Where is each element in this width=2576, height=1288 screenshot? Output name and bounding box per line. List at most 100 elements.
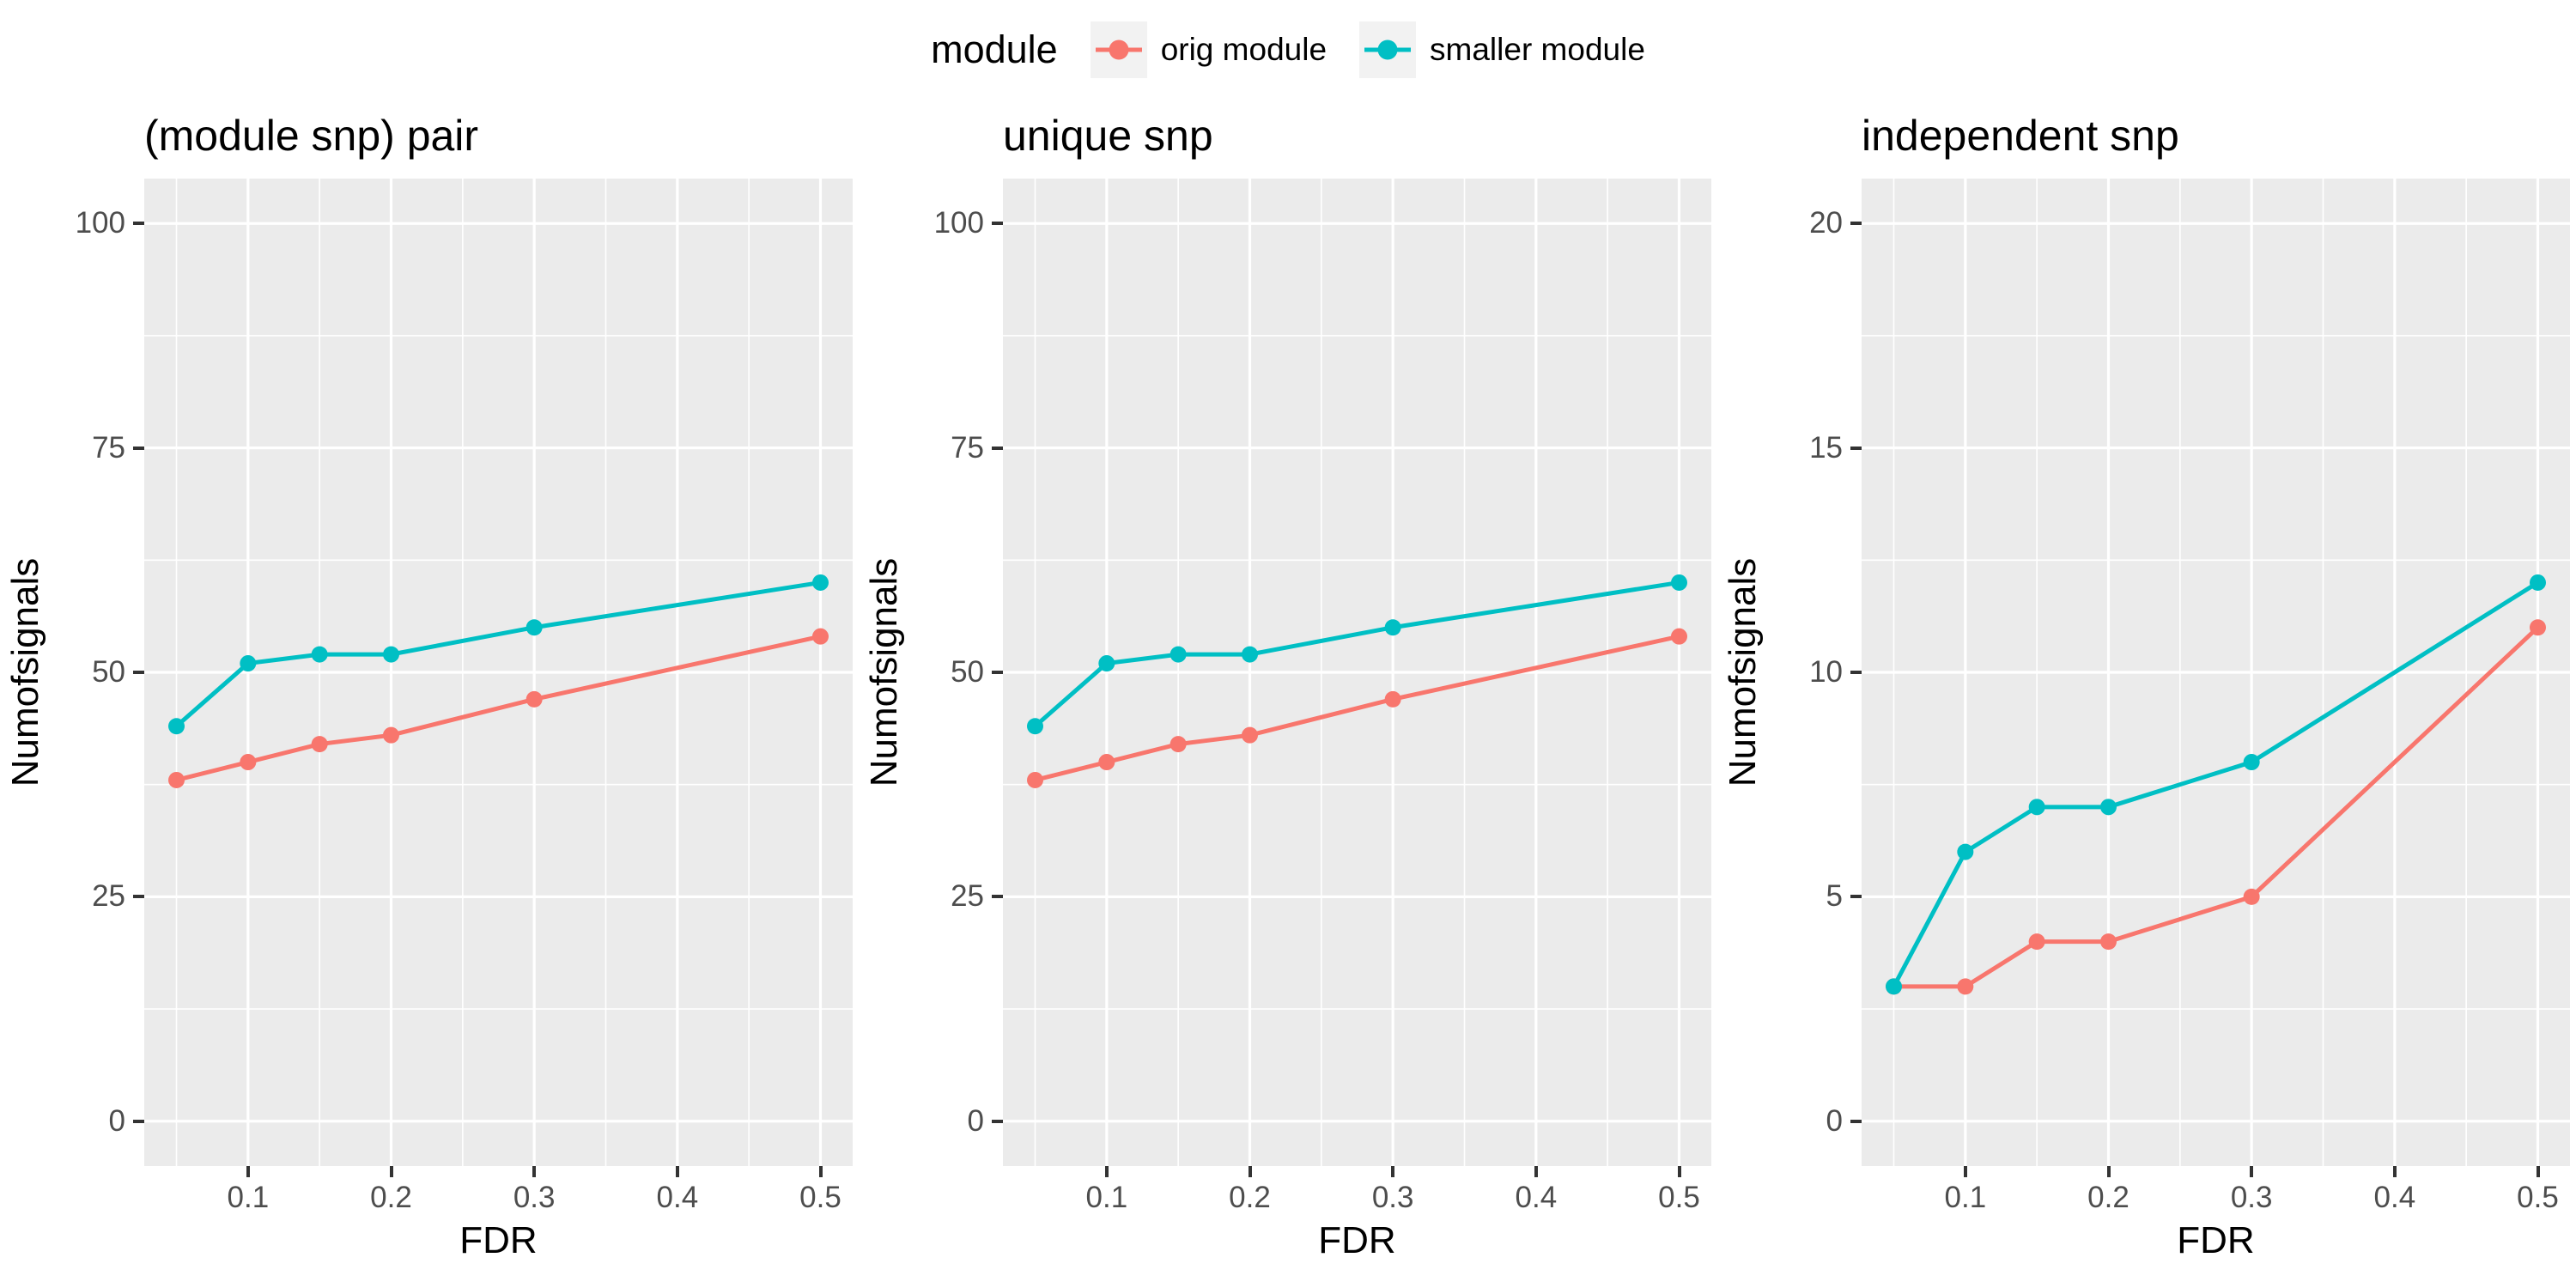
x-tick-label: 0.3 (2230, 1181, 2273, 1214)
data-point (1957, 978, 1974, 995)
x-tick-label: 0.1 (1085, 1181, 1128, 1214)
plot-row: Numofsignals 0 5 10 15 20 (1717, 179, 2576, 1166)
y-tick-mark (992, 446, 1003, 450)
plot-row: Numofsignals 0 25 50 75 100 (859, 179, 1717, 1166)
x-axis: 0.1 0.2 0.3 0.4 0.5 (144, 1166, 853, 1219)
data-point (1384, 619, 1401, 636)
y-axis: 0 5 10 15 20 (1769, 179, 1862, 1166)
y-tick-mark (992, 222, 1003, 226)
x-tick-mark (532, 1166, 537, 1177)
series-line (1034, 634, 1680, 782)
series-smaller-module (1027, 574, 1687, 735)
gridlines-major (1862, 179, 2570, 1166)
data-point (240, 655, 257, 672)
y-axis-title: Numofsignals (1717, 179, 1769, 1166)
data-point (1027, 771, 1043, 788)
x-tick-mark (389, 1166, 393, 1177)
x-tick-label: 0.5 (1658, 1181, 1700, 1214)
y-tick-mark (1850, 446, 1862, 450)
y-axis-title: Numofsignals (859, 179, 910, 1166)
x-tick-label: 0.4 (1515, 1181, 1558, 1214)
y-tick-label: 50 (951, 655, 984, 689)
y-tick-mark (992, 895, 1003, 899)
plot-canvas (144, 179, 853, 1166)
data-point (812, 628, 829, 645)
data-point (2243, 754, 2260, 771)
y-tick-mark (133, 671, 144, 674)
y-axis-title-text: Numofsignals (1722, 557, 1764, 787)
x-axis-title: FDR (1318, 1219, 1396, 1261)
data-point (1886, 978, 1902, 995)
legend-key-smaller-module (1359, 21, 1417, 78)
x-tick-label: 0.4 (656, 1181, 699, 1214)
y-tick-label: 0 (108, 1103, 125, 1138)
data-point (1242, 726, 1258, 744)
x-tick-mark (675, 1166, 679, 1177)
legend-title: module (931, 27, 1058, 71)
data-point (1957, 843, 1974, 860)
panels-container: (module snp) pair Numofsignals 0 25 50 75 100 0… (0, 93, 2576, 1262)
y-tick-label: 100 (933, 206, 984, 240)
x-tick-mark (818, 1166, 823, 1177)
x-tick-mark (2536, 1166, 2540, 1177)
x-tick-label: 0.3 (1371, 1181, 1414, 1214)
x-tick-mark (2250, 1166, 2254, 1177)
series-line (1033, 580, 1680, 728)
data-point (1170, 736, 1187, 753)
series-line (1893, 625, 2540, 989)
data-point (2100, 799, 2117, 816)
y-axis-title-text: Numofsignals (863, 557, 905, 787)
data-point (240, 754, 257, 771)
x-tick-label: 0.1 (1944, 1181, 1987, 1214)
data-point (2028, 799, 2045, 816)
y-tick-label: 25 (92, 879, 125, 914)
y-tick-label: 0 (1826, 1103, 1843, 1138)
plot-area (1862, 179, 2570, 1166)
legend-label-orig-module: orig module (1160, 32, 1327, 67)
data-point (526, 690, 543, 708)
y-tick-mark (133, 222, 144, 226)
x-axis-title: FDR (2177, 1219, 2255, 1261)
y-tick-label: 100 (75, 206, 125, 240)
panel-title: unique snp (1003, 112, 1213, 160)
y-tick-label: 75 (92, 430, 125, 465)
x-axis-title: FDR (459, 1219, 538, 1261)
data-point (311, 646, 328, 663)
y-tick-mark (133, 1119, 144, 1123)
panel-title: (module snp) pair (144, 112, 479, 160)
data-point (2530, 574, 2546, 591)
y-axis: 0 25 50 75 100 (910, 179, 1003, 1166)
y-tick-mark (1850, 895, 1862, 899)
data-point (1027, 718, 1043, 735)
legend-key-orig-module (1090, 21, 1147, 78)
panel--module-snp-pair: (module snp) pair Numofsignals 0 25 50 75 100 0… (0, 93, 859, 1262)
data-point (2100, 933, 2117, 951)
gridlines-major (1003, 179, 1711, 1166)
data-point (383, 646, 399, 663)
x-tick-mark (1534, 1166, 1538, 1177)
plot-row: Numofsignals 0 25 50 75 100 (0, 179, 859, 1166)
data-point (1098, 655, 1115, 672)
y-tick-mark (133, 895, 144, 899)
data-point (2243, 888, 2260, 905)
data-point (168, 771, 185, 788)
legend: module orig module smaller module (0, 7, 2576, 93)
line-point-key-icon (1359, 21, 1417, 78)
x-tick-mark (1248, 1166, 1252, 1177)
y-tick-mark (1850, 222, 1862, 226)
x-tick-mark (1391, 1166, 1395, 1177)
series-line (174, 580, 821, 728)
x-axis: 0.1 0.2 0.3 0.4 0.5 (1003, 1166, 1711, 1219)
y-tick-mark (992, 671, 1003, 674)
y-tick-label: 20 (1809, 206, 1843, 240)
plot-area (1003, 179, 1711, 1166)
y-tick-mark (1850, 671, 1862, 674)
series-smaller-module (168, 574, 829, 735)
y-axis: 0 25 50 75 100 (52, 179, 144, 1166)
y-tick-mark (133, 446, 144, 450)
x-tick-label: 0.5 (2517, 1181, 2559, 1214)
x-tick-label: 0.5 (799, 1181, 841, 1214)
data-point (1170, 646, 1187, 663)
legend-item-smaller-module: smaller module (1359, 21, 1645, 78)
x-axis: 0.1 0.2 0.3 0.4 0.5 (1862, 1166, 2570, 1219)
